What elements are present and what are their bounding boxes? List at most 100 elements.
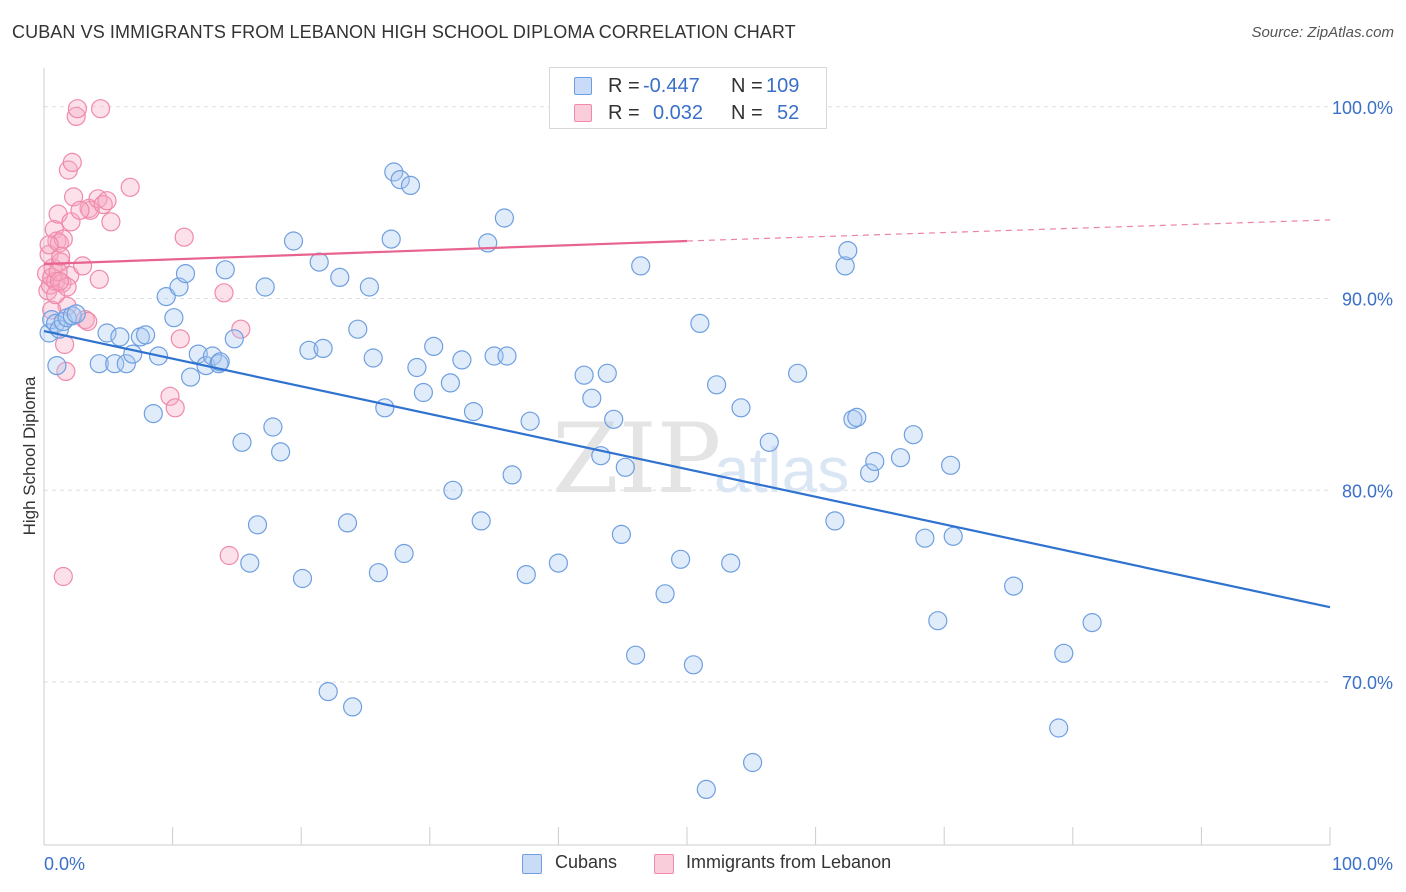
legend-r-label: R = xyxy=(608,75,640,97)
cubans-point xyxy=(940,455,961,475)
lebanon-point xyxy=(231,319,251,339)
lebanon-point xyxy=(160,386,180,406)
lebanon-point xyxy=(219,545,239,566)
y-tick-label: 90.0% xyxy=(1342,290,1393,310)
legend-r-value-cubans: -0.447 xyxy=(643,75,700,97)
cubans-point xyxy=(731,398,751,418)
cubans-point xyxy=(263,417,283,437)
trend-lines xyxy=(43,219,1331,609)
cubans-point xyxy=(706,375,727,395)
cubans-point xyxy=(359,277,379,297)
cubans-point xyxy=(381,229,401,249)
tick-labels: 70.0% 80.0% 90.0% 100.0% 0.0% 100.0% xyxy=(44,98,1393,874)
cubans-point xyxy=(343,697,363,717)
cubans-point xyxy=(45,313,66,333)
lebanon-point xyxy=(174,227,194,247)
cubans-point xyxy=(502,465,522,485)
cubans-point xyxy=(859,463,880,483)
cubans-point xyxy=(903,425,923,445)
cubans-point xyxy=(865,451,885,472)
cubans-point xyxy=(313,338,333,358)
lebanon-point xyxy=(97,191,117,211)
source-label: Source: ZipAtlas.com xyxy=(1251,24,1394,41)
lebanon-point xyxy=(53,566,73,587)
cubans-point xyxy=(368,563,388,583)
cubans-point xyxy=(759,432,779,452)
cubans-point xyxy=(1049,718,1069,738)
lebanon-point xyxy=(60,265,80,286)
cubans-point xyxy=(348,319,368,339)
cubans-point xyxy=(742,752,763,773)
series-cubans-points xyxy=(39,162,1102,800)
cubans-point xyxy=(292,568,313,589)
cubans-point xyxy=(574,365,594,385)
cubans-point xyxy=(271,442,291,462)
cubans-point xyxy=(156,287,176,307)
cubans-point xyxy=(452,350,472,370)
cubans-point xyxy=(928,611,948,631)
cubans-point xyxy=(497,346,517,366)
cubans-point xyxy=(838,241,858,261)
lebanon-point xyxy=(72,256,93,276)
cubans-point xyxy=(394,543,414,564)
cubans-point xyxy=(47,356,67,376)
legend-n-label: N = xyxy=(731,75,763,97)
grid-lines xyxy=(44,106,1330,683)
cubans-point xyxy=(309,252,329,272)
cubans-point xyxy=(363,348,383,368)
cubans-point xyxy=(1082,612,1102,633)
cubans-point xyxy=(463,402,484,422)
cubans-point xyxy=(424,336,444,356)
cubans-point xyxy=(255,277,275,297)
cubans-point xyxy=(683,655,704,675)
cubans-point xyxy=(721,553,741,573)
cubans-point xyxy=(330,267,350,287)
cubans-point xyxy=(631,256,651,276)
cubans-point xyxy=(548,553,569,573)
lebanon-point xyxy=(90,99,111,119)
correlation-legend: R = -0.447 N = 109 R = 0.032 N = 52 xyxy=(549,67,827,129)
legend-swatch-lebanon xyxy=(574,104,592,122)
legend-r-value-lebanon: 0.032 xyxy=(653,102,704,124)
x-tick-label-min: 0.0% xyxy=(44,854,85,874)
y-tick-label: 80.0% xyxy=(1342,481,1393,501)
bottom-label-cubans: Cubans xyxy=(555,852,618,872)
lebanon-point xyxy=(62,152,82,172)
cubans-point xyxy=(89,354,109,374)
lebanon-point xyxy=(70,200,90,220)
cubans-point xyxy=(188,344,208,364)
cubans-point xyxy=(375,398,395,418)
cubans-point xyxy=(625,645,646,665)
cubans-point xyxy=(440,373,460,393)
cubans-point xyxy=(136,325,156,345)
lebanon-point xyxy=(170,329,190,349)
cubans-point xyxy=(516,564,536,585)
cubans-point xyxy=(143,404,163,424)
cubans-point xyxy=(1054,643,1074,663)
cubans-point xyxy=(247,515,268,535)
lebanon-point xyxy=(101,212,121,232)
trend-line-cubans xyxy=(43,330,1331,609)
y-axis-label: High School Diploma xyxy=(20,376,39,535)
lebanon-point xyxy=(120,177,140,197)
cubans-point xyxy=(597,363,617,383)
cubans-point xyxy=(116,354,136,374)
cubans-point xyxy=(443,480,463,500)
trend-line-lebanon xyxy=(43,239,688,266)
legend-n-value-cubans: 109 xyxy=(766,75,800,97)
cubans-point xyxy=(66,304,86,324)
cubans-point xyxy=(283,231,304,251)
series-lebanon-points xyxy=(36,99,251,587)
cubans-point xyxy=(825,511,845,531)
axes xyxy=(43,68,1331,846)
cubans-point xyxy=(611,524,632,545)
cubans-point xyxy=(520,411,540,431)
cubans-point xyxy=(413,382,433,403)
cubans-point xyxy=(696,779,716,800)
cubans-point xyxy=(390,170,410,190)
x-tick-label-max: 100.0% xyxy=(1332,854,1393,874)
cubans-point xyxy=(232,432,252,452)
lebanon-point xyxy=(39,235,59,255)
cubans-point xyxy=(604,409,624,429)
legend-r-label: R = xyxy=(608,102,640,124)
